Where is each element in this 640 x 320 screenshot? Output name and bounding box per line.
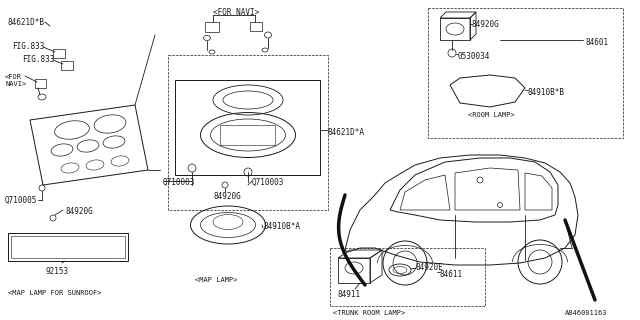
Bar <box>35 79 46 88</box>
Text: FIG.833: FIG.833 <box>22 55 54 64</box>
Text: Q710003: Q710003 <box>163 178 195 187</box>
Bar <box>168 55 328 210</box>
Text: 84920G: 84920G <box>214 192 242 201</box>
Text: 84611: 84611 <box>440 270 463 279</box>
Text: Q710005: Q710005 <box>5 196 37 205</box>
Bar <box>428 8 623 138</box>
Bar <box>8 233 128 261</box>
Text: <ROOM LAMP>: <ROOM LAMP> <box>468 112 515 118</box>
Text: <MAP LAMP FOR SUNROOF>: <MAP LAMP FOR SUNROOF> <box>8 290 102 296</box>
Text: Q710003: Q710003 <box>252 178 284 187</box>
Text: <FOR NAVI>: <FOR NAVI> <box>213 8 259 17</box>
Text: 84920E: 84920E <box>415 263 443 272</box>
Bar <box>53 49 65 58</box>
Text: 84920G: 84920G <box>65 207 93 216</box>
Text: <FOR
NAVI>: <FOR NAVI> <box>5 74 26 87</box>
Bar <box>205 22 219 32</box>
Text: 84621D*B: 84621D*B <box>8 18 45 27</box>
Text: 84621D*A: 84621D*A <box>328 128 365 137</box>
Bar <box>11 236 125 258</box>
Bar <box>220 125 275 145</box>
Bar <box>440 18 470 40</box>
Text: <TRUNK ROOM LAMP>: <TRUNK ROOM LAMP> <box>333 310 405 316</box>
Text: 84601: 84601 <box>585 38 608 47</box>
Bar <box>330 248 485 306</box>
Text: 84910B*A: 84910B*A <box>264 222 301 231</box>
Text: A846001163: A846001163 <box>565 310 607 316</box>
Text: 84920G: 84920G <box>472 20 500 29</box>
Bar <box>61 61 73 70</box>
Bar <box>338 258 370 283</box>
Text: 92153: 92153 <box>45 267 68 276</box>
Text: 84910B*B: 84910B*B <box>528 88 565 97</box>
Text: 84911: 84911 <box>338 290 361 299</box>
Text: 0530034: 0530034 <box>458 52 490 61</box>
Text: <MAP LAMP>: <MAP LAMP> <box>195 277 237 283</box>
Bar <box>250 22 262 31</box>
Text: FIG.833: FIG.833 <box>12 42 44 51</box>
